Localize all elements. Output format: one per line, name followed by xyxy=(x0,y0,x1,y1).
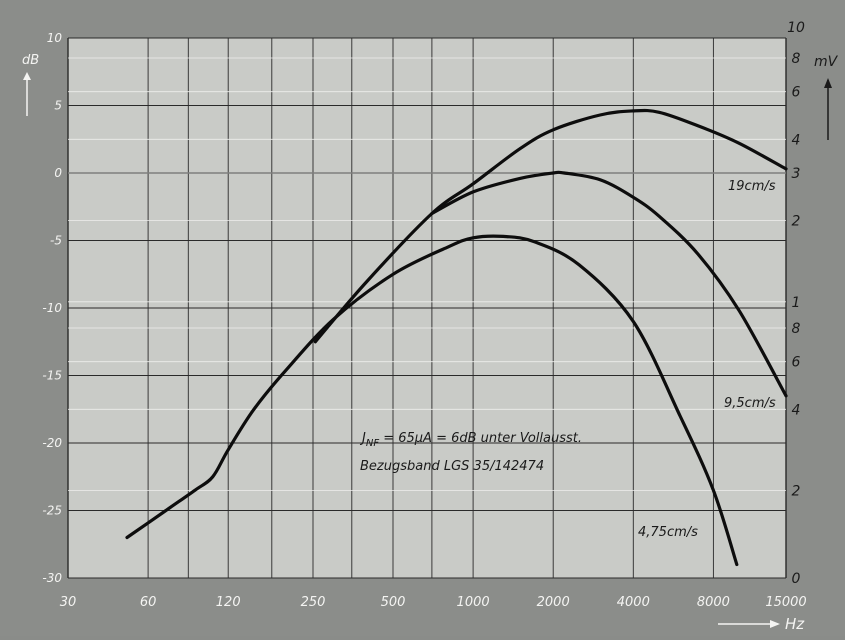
series-curve-3 xyxy=(125,234,739,567)
x-tick-label: 250 xyxy=(301,595,326,610)
y-tick-label-mv: 2 xyxy=(792,484,801,500)
y-tick-label-mv: 8 xyxy=(792,321,801,337)
y-axis-arrowhead-left xyxy=(23,72,31,80)
y-tick-label-mv: 6 xyxy=(792,85,801,101)
y-tick-label-db: -30 xyxy=(42,571,62,585)
y-tick-label-db: 0 xyxy=(54,166,62,180)
x-tick-label: 30 xyxy=(60,595,77,610)
y-tick-label-mv: 0 xyxy=(792,571,801,587)
annotation-subscript: NF xyxy=(366,438,379,449)
x-axis-label: Hz xyxy=(785,615,805,633)
y-tick-label-mv: 1 xyxy=(792,295,801,311)
y-axis-arrowhead-right xyxy=(824,78,832,88)
x-tick-label: 500 xyxy=(381,595,406,610)
y-tick-label-mv: 6 xyxy=(792,355,801,371)
y-tick-label-db: -25 xyxy=(42,504,62,518)
y-tick-label-mv: 4 xyxy=(792,132,801,148)
x-tick-label: 1000 xyxy=(457,595,490,610)
tick-labels: 10 5 0 -5 -10 -15 -20 -25 -30 10 8 6 4 3 2 1 8 6 4 2 0 30 60 12… xyxy=(42,20,806,610)
x-tick-label: 4000 xyxy=(617,595,650,610)
annotation-line-1: JNF = 65µA = 6dB unter Vollausst. xyxy=(359,431,582,449)
y-axis-label-right: mV xyxy=(814,54,839,70)
y-tick-label-db: 10 xyxy=(47,31,63,45)
curves: 19cm/s 9,5cm/s 4,75cm/s xyxy=(125,108,788,567)
x-tick-label: 8000 xyxy=(697,595,730,610)
y-tick-label-mv: 3 xyxy=(792,166,801,182)
y-tick-label-mv: 4 xyxy=(792,402,801,418)
x-tick-label: 2000 xyxy=(537,595,570,610)
y-tick-label-mv: 8 xyxy=(792,51,801,67)
y-tick-label-db: -5 xyxy=(50,234,62,248)
annotation: JNF = 65µA = 6dB unter Vollausst. Bezugs… xyxy=(359,431,582,474)
y-tick-label-mv: 10 xyxy=(787,20,805,36)
x-tick-label: 60 xyxy=(140,595,157,610)
annotation-line-2: Bezugsband LGS 35/142474 xyxy=(360,459,544,474)
series-curve-1 xyxy=(313,108,788,344)
series-label: 4,75cm/s xyxy=(638,525,698,540)
y-tick-label-db: -10 xyxy=(42,301,62,315)
y-tick-label-db: -20 xyxy=(42,436,62,450)
series-label: 9,5cm/s xyxy=(724,396,776,411)
grid xyxy=(67,37,787,579)
series-curve-2 xyxy=(430,170,788,398)
axis-labels: dB mV Hz xyxy=(22,53,839,633)
annotation-symbol: J xyxy=(359,431,366,446)
y-tick-label-mv: 2 xyxy=(792,214,801,230)
annotation-rest: = 65µA = 6dB unter Vollausst. xyxy=(379,431,582,446)
series-label: 19cm/s xyxy=(728,179,776,194)
y-tick-label-db: -15 xyxy=(42,369,62,383)
y-tick-label-db: 5 xyxy=(54,99,62,113)
y-axis-label-left: dB xyxy=(22,53,39,68)
x-axis-arrowhead xyxy=(770,620,780,628)
x-tick-label: 120 xyxy=(216,595,241,610)
x-tick-label: 15000 xyxy=(765,595,806,610)
